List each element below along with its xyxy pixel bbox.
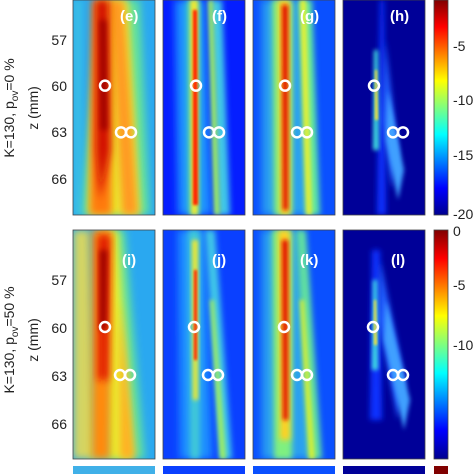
z-tick: 57 [51,32,67,48]
row1-zlabel: z (mm) [25,86,41,130]
marker-double-right-f [212,126,226,139]
panel-f [163,0,245,215]
panel-label-j: (j) [212,252,226,269]
colorbar-tick: -5 [453,38,466,54]
row2-zlabel: z (mm) [25,318,41,362]
marker-single-k [277,320,291,334]
marker-double-right-j [211,368,225,382]
panel-label-k: (k) [300,252,318,269]
markers [98,79,410,382]
z-tick: 60 [51,320,67,336]
panel-labels: (e) (f) (g) (h) (i) (j) (k) (l) [120,8,409,269]
marker-double-right-l [396,368,410,382]
z-tick: 63 [51,368,67,384]
panel-label-l: (l) [391,252,405,269]
colorbar-tick: -5 [453,277,466,293]
z-tick: 66 [51,171,67,187]
colorbar-tick: -10 [453,92,473,108]
marker-double-right-e [124,126,138,139]
marker-double-right-h [396,126,410,139]
colorbar-tick: -20 [453,206,473,222]
marker-double-right-g [300,126,314,139]
colorbar-bottom [433,229,449,460]
marker-single-l [366,320,380,334]
panel-i [73,230,155,459]
panel-k [253,230,335,459]
row2-ylabel: K=130, pov=50 % [1,286,21,393]
panel-label-g: (g) [300,8,319,25]
colorbar-top [433,0,449,216]
z-tick: 57 [51,272,67,288]
row2-zticks: 57 60 63 66 [51,272,67,432]
panel-label-e: (e) [120,8,138,25]
panel-g [253,0,335,215]
bottom-row-strip [73,466,448,474]
z-tick: 66 [51,416,67,432]
row1-zticks: 57 60 63 66 [51,32,67,187]
colorbar-tick: 0 [453,223,461,239]
panel-label-h: (h) [390,8,409,25]
panel-l [343,230,425,459]
z-tick: 63 [51,124,67,140]
marker-single-i [98,320,112,334]
colorbar-tick: -15 [453,147,473,163]
marker-single-h [367,79,381,92]
panel-h [343,0,425,215]
marker-double-right-i [123,368,137,382]
colorbar-bottom-ticks: 0 -5 -10 [453,223,473,353]
marker-double-right-k [300,368,314,382]
row1-ylabel: K=130, pov=0 % [1,58,21,157]
panel-label-f: (f) [212,8,227,25]
marker-single-e [98,79,112,92]
panel-label-i: (i) [122,252,136,269]
marker-single-g [278,79,292,92]
colorbar-tick: -10 [453,337,473,353]
colorbar-top-ticks: -5 -10 -15 -20 [453,38,473,222]
marker-single-j [187,320,201,334]
z-tick: 60 [51,78,67,94]
panel-e [73,0,155,215]
panel-j [163,230,245,459]
marker-single-f [189,79,203,92]
